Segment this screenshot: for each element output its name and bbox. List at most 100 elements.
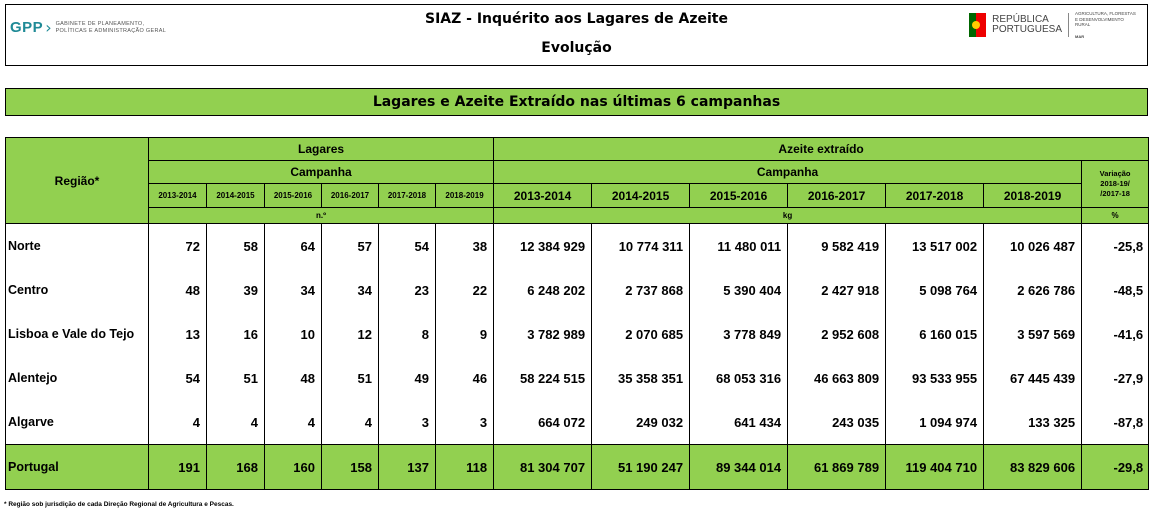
republica-portuguesa-text: REPÚBLICA PORTUGUESA [992, 15, 1062, 35]
lagares-cell: 13 [148, 312, 207, 356]
portugal-flag-icon [969, 13, 987, 37]
gpp-logo-mark: GPP [10, 19, 44, 36]
lagares-cell: 51 [206, 356, 265, 400]
azeite-cell: 10 026 487 [983, 223, 1083, 268]
region-cell: Norte [5, 223, 149, 268]
variacao-cell: -41,6 [1081, 312, 1150, 356]
total-azeite-cell: 51 190 247 [591, 444, 691, 490]
lagares-year-header: 2013-2014 [148, 183, 207, 208]
total-lagares-cell: 191 [148, 444, 207, 490]
lagares-cell: 34 [321, 268, 379, 312]
azeite-cell: 2 737 868 [591, 268, 691, 312]
page-title: SIAZ - Inquérito aos Lagares de Azeite [425, 11, 728, 27]
page-subtitle: Evolução [541, 40, 612, 56]
variacao-cell: -48,5 [1081, 268, 1150, 312]
lagares-cell: 16 [206, 312, 265, 356]
azeite-campanha-header: Campanha [493, 160, 1083, 184]
variacao-header-line-3: /2017-18 [1100, 189, 1130, 198]
azeite-cell: 9 582 419 [787, 223, 887, 268]
variacao-cell: -25,8 [1081, 223, 1150, 268]
table-row: Alentejo 54 51 48 51 49 46 58 224 515 35… [5, 356, 1150, 400]
variacao-cell: -27,9 [1081, 356, 1150, 400]
azeite-year-header: 2017-2018 [885, 183, 985, 208]
region-cell: Centro [5, 268, 149, 312]
azeite-cell: 3 782 989 [493, 312, 593, 356]
footnote: * Região sob jurisdição de cada Direção … [4, 501, 234, 508]
ministry-text-line-3: MAR [1075, 33, 1085, 39]
azeite-cell: 3 778 849 [689, 312, 789, 356]
republica-text-line-1: REPÚBLICA [992, 14, 1049, 25]
azeite-year-header: 2015-2016 [689, 183, 789, 208]
table-row: Centro 48 39 34 34 23 22 6 248 202 2 737… [5, 268, 1150, 312]
republica-portuguesa-logo: REPÚBLICA PORTUGUESA AGRICULTURA, FLORES… [969, 11, 1137, 39]
total-azeite-cell: 83 829 606 [983, 444, 1083, 490]
lagares-campanha-header: Campanha [147, 160, 495, 184]
azeite-cell: 67 445 439 [983, 356, 1083, 400]
report-header: GPP › GABINETE DE PLANEAMENTO, POLÍTICAS… [5, 4, 1148, 66]
region-column-header: Região* [5, 137, 149, 224]
azeite-cell: 2 070 685 [591, 312, 691, 356]
total-region-cell: Portugal [5, 444, 149, 490]
gpp-logo-text: GABINETE DE PLANEAMENTO, POLÍTICAS E ADM… [56, 21, 166, 35]
lagares-cell: 57 [321, 223, 379, 268]
variacao-column-header: Variação 2018-19/ /2017-18 [1081, 160, 1150, 208]
lagares-cell: 39 [206, 268, 265, 312]
lagares-year-header: 2015-2016 [264, 183, 322, 208]
lagares-year-header: 2017-2018 [378, 183, 436, 208]
ministry-text: AGRICULTURA, FLORESTAS E DESENVOLVIMENTO… [1075, 11, 1137, 39]
azeite-cell: 2 952 608 [787, 312, 887, 356]
lagares-cell: 51 [321, 356, 379, 400]
total-variacao-cell: -29,8 [1081, 444, 1150, 490]
lagares-cell: 12 [321, 312, 379, 356]
chevron-right-icon: › [45, 17, 52, 37]
azeite-year-header: 2018-2019 [983, 183, 1083, 208]
total-lagares-cell: 160 [264, 444, 322, 490]
gpp-logo: GPP › GABINETE DE PLANEAMENTO, POLÍTICAS… [10, 19, 166, 36]
lagares-cell: 54 [378, 223, 436, 268]
lagares-cell: 34 [264, 268, 322, 312]
azeite-cell: 35 358 351 [591, 356, 691, 400]
lagares-cell: 72 [148, 223, 207, 268]
lagares-cell: 58 [206, 223, 265, 268]
azeite-cell: 58 224 515 [493, 356, 593, 400]
lagares-group-header: Lagares [147, 137, 495, 161]
total-lagares-cell: 168 [206, 444, 265, 490]
total-azeite-cell: 61 869 789 [787, 444, 887, 490]
variacao-cell: -87,8 [1081, 400, 1150, 445]
gpp-logo-text-line-1: GABINETE DE PLANEAMENTO, [55, 20, 145, 27]
lagares-cell: 23 [378, 268, 436, 312]
table-row: Algarve 4 4 4 4 3 3 664 072 249 032 641 … [5, 400, 1150, 445]
azeite-year-header: 2016-2017 [787, 183, 887, 208]
lagares-cell: 22 [434, 268, 495, 312]
total-azeite-cell: 119 404 710 [885, 444, 985, 490]
data-table: Região* Lagares Azeite extraído Campanha… [5, 137, 1150, 490]
section-banner: Lagares e Azeite Extraído nas últimas 6 … [5, 88, 1148, 116]
lagares-cell: 38 [434, 223, 495, 268]
lagares-year-header: 2016-2017 [321, 183, 379, 208]
azeite-group-header: Azeite extraído [493, 137, 1150, 161]
lagares-cell: 54 [148, 356, 207, 400]
azeite-cell: 5 390 404 [689, 268, 789, 312]
lagares-cell: 4 [148, 400, 207, 445]
lagares-cell: 48 [264, 356, 322, 400]
lagares-cell: 49 [378, 356, 436, 400]
azeite-year-header: 2013-2014 [493, 183, 593, 208]
lagares-year-header: 2018-2019 [434, 183, 495, 208]
region-cell: Algarve [5, 400, 149, 445]
ministry-text-line-2: E DESENVOLVIMENTO RURAL [1075, 16, 1124, 28]
lagares-cell: 8 [378, 312, 436, 356]
region-cell: Lisboa e Vale do Tejo [5, 312, 149, 356]
variacao-unit-header: % [1081, 207, 1150, 224]
lagares-cell: 10 [264, 312, 322, 356]
azeite-cell: 6 248 202 [493, 268, 593, 312]
region-cell: Alentejo [5, 356, 149, 400]
azeite-cell: 641 434 [689, 400, 789, 445]
azeite-cell: 3 597 569 [983, 312, 1083, 356]
variacao-header-line-2: 2018-19/ [1100, 179, 1130, 188]
azeite-cell: 12 384 929 [493, 223, 593, 268]
azeite-cell: 10 774 311 [591, 223, 691, 268]
azeite-cell: 11 480 011 [689, 223, 789, 268]
lagares-cell: 4 [206, 400, 265, 445]
lagares-year-header: 2014-2015 [206, 183, 265, 208]
azeite-cell: 68 053 316 [689, 356, 789, 400]
